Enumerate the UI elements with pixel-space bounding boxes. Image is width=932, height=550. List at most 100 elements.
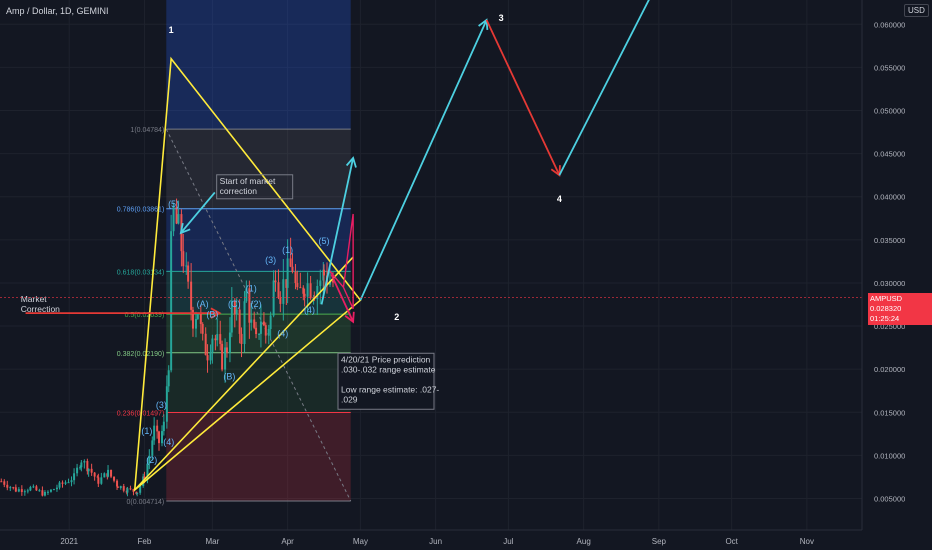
candle-body	[190, 281, 193, 310]
correction-note-text: Start of market	[220, 176, 276, 186]
candle-body	[167, 370, 170, 387]
correction-start-arrow	[180, 191, 216, 234]
prediction-note-text: .029	[341, 394, 358, 404]
candle-body	[309, 283, 312, 299]
candle-body	[97, 477, 100, 484]
candle-body	[296, 283, 299, 288]
candle-body	[206, 355, 209, 361]
price-tag-countdown: 01:25:24	[870, 314, 900, 323]
prediction-note-text: .030-.032 range estimate	[341, 364, 436, 374]
candle-body	[129, 488, 132, 490]
candle-body	[139, 485, 142, 493]
candle-body	[282, 279, 285, 304]
candle-body	[14, 487, 17, 492]
candle-body	[70, 480, 73, 483]
candle-body	[277, 282, 280, 298]
candle-body	[272, 280, 275, 316]
market-correction-arrow-head	[210, 307, 222, 319]
candle-body	[233, 300, 236, 315]
candle-body	[87, 468, 90, 472]
candle-body	[12, 487, 15, 489]
y-tick-label: 0.030000	[874, 279, 905, 288]
candle-body	[100, 477, 103, 484]
candle-body	[285, 279, 288, 288]
candle-body	[126, 488, 129, 493]
candle-body	[20, 489, 23, 492]
correction-start-arrow-head	[179, 222, 191, 235]
x-tick-label: Jun	[429, 537, 442, 546]
candle-body	[0, 481, 3, 483]
candle-body	[250, 319, 253, 323]
correction-note-box	[216, 174, 294, 200]
candle-body	[113, 476, 116, 481]
candle-body	[32, 486, 35, 488]
candle-body	[46, 491, 49, 493]
candle-body	[274, 280, 277, 283]
wave-label: (2)	[146, 455, 157, 465]
candle-body	[161, 431, 164, 444]
candle-body	[177, 214, 180, 224]
y-tick-label: 0.060000	[874, 20, 905, 29]
price-tag-symbol: AMPUSD	[870, 294, 903, 303]
candle-body	[262, 321, 265, 326]
candle-body	[289, 258, 292, 267]
wave-label: (4)	[163, 437, 174, 447]
pivot-number: 1	[169, 25, 174, 35]
candle-body	[76, 467, 79, 474]
candle-body	[243, 301, 246, 345]
candle-body	[9, 487, 12, 489]
candle-body	[240, 333, 243, 345]
candle-body	[23, 491, 26, 493]
candle-body	[158, 431, 161, 444]
wave-label: (C)	[228, 299, 241, 309]
prediction-note-text: Low range estimate: .027-	[341, 384, 439, 394]
x-tick-label: Aug	[577, 537, 591, 546]
y-tick-label: 0.025000	[874, 322, 905, 331]
candle-body	[146, 463, 149, 480]
x-tick-label: Feb	[138, 537, 152, 546]
candle-body	[182, 251, 185, 267]
triangle-pattern	[133, 56, 362, 492]
wave-label: (B)	[223, 372, 235, 382]
candle-body	[110, 469, 113, 477]
y-tick-label: 0.020000	[874, 365, 905, 374]
candle-body	[143, 476, 146, 480]
candle-body	[319, 280, 322, 286]
wave-label: (3)	[265, 255, 276, 265]
candle-body	[225, 347, 228, 353]
fib-zone-top	[166, 0, 351, 130]
candle-body	[79, 467, 82, 469]
x-tick-label: Jul	[503, 537, 513, 546]
candle-body	[230, 300, 233, 333]
candle-body	[83, 461, 86, 463]
candle-body	[196, 313, 199, 319]
market-correction-label: Market	[21, 294, 48, 304]
candle-body	[73, 473, 76, 481]
candle-body	[306, 283, 309, 297]
candle-body	[55, 487, 58, 490]
x-tick-label: Sep	[652, 537, 667, 546]
candle-body	[302, 287, 305, 294]
candle-body	[90, 468, 93, 473]
fib-zone	[166, 208, 351, 272]
forecast-wave-down	[485, 19, 561, 176]
pivot-number: 3	[499, 13, 504, 23]
candle-body	[267, 329, 270, 336]
candle-body	[26, 490, 29, 492]
candle-body	[162, 421, 165, 432]
candle-body	[187, 265, 190, 282]
candle-body	[116, 480, 119, 487]
y-tick-label: 0.045000	[874, 150, 905, 159]
candle-body	[52, 489, 55, 491]
forecast-wave-up-final	[558, 0, 650, 176]
support-trendline	[134, 256, 354, 491]
candle-body	[199, 313, 202, 324]
candle-body	[209, 352, 212, 361]
wave-label: (5)	[319, 236, 330, 246]
candle-body	[258, 333, 261, 335]
candle-body	[204, 333, 207, 356]
currency-badge[interactable]: USD	[904, 4, 929, 17]
fib-level-label: 0.786(0.03861)	[117, 207, 164, 214]
candle-body	[122, 486, 125, 491]
